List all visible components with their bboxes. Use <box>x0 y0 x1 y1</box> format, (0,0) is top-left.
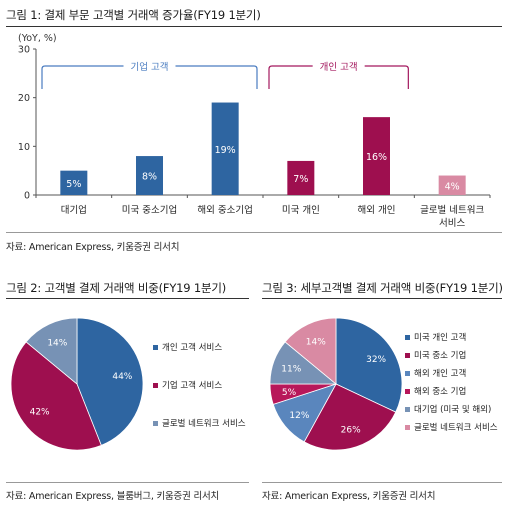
figure3-title-rule <box>262 298 502 299</box>
x-tick-label: 서비스 <box>439 218 465 229</box>
bar <box>287 160 315 195</box>
x-tick-label: 해외 중소기업 <box>197 204 252 216</box>
legend-swatch <box>153 421 158 426</box>
legend-label: 글로벌 네트워크 서비스 <box>162 418 246 429</box>
group-label: 개인 고객 <box>320 62 358 73</box>
legend-label: 글로벌 네트워크 서비스 <box>414 422 498 433</box>
figure3-title: 그림 3: 세부고객별 결제 거래액 비중(FY19 1분기) <box>262 281 503 295</box>
legend-swatch <box>405 389 410 394</box>
pie-data-label: 14% <box>306 338 326 348</box>
legend-label: 개인 고객 서비스 <box>162 342 222 353</box>
legend-label: 미국 중소 기업 <box>414 351 466 361</box>
figure3-source-rule <box>262 482 502 483</box>
bar-data-label: 8% <box>142 172 157 183</box>
legend-label: 해외 중소 기업 <box>414 386 466 397</box>
x-tick-label: 미국 중소기업 <box>122 204 177 216</box>
legend-swatch <box>405 353 410 358</box>
y-axis-label: (YoY, %) <box>18 33 57 44</box>
legend-swatch <box>405 425 410 430</box>
pie-data-label: 14% <box>47 339 67 349</box>
x-tick-label: 미국 개인 <box>282 205 320 216</box>
pie-data-label: 11% <box>281 364 301 374</box>
figure2-source-rule <box>6 482 249 483</box>
y-tick-label: 0 <box>24 191 30 202</box>
legend-swatch <box>405 407 410 412</box>
legend-label: 미국 개인 고객 <box>414 332 466 343</box>
figure2-title: 그림 2: 고객별 결제 거래액 비중(FY19 1분기) <box>6 281 227 295</box>
pie-slice <box>76 317 144 446</box>
y-tick-label: 20 <box>18 93 30 104</box>
bar-data-label: 7% <box>293 174 308 185</box>
group-label-bg <box>312 60 365 74</box>
figure1-title-rule <box>6 26 502 27</box>
pie-data-label: 44% <box>112 372 132 382</box>
bar <box>438 175 466 195</box>
legend-swatch <box>405 335 410 340</box>
figure2-source: 자료: American Express, 블룸버그, 키움증권 리서치 <box>6 491 220 502</box>
bar <box>363 117 390 195</box>
pie-data-label: 5% <box>282 388 297 398</box>
y-tick-label: 30 <box>18 45 30 56</box>
figure1-bar-chart: (YoY, %) 0 10 20 30 5% 대기업 8% 미국 중소기업 19% 해외 중소기업 7… <box>18 33 491 229</box>
figure2-title-rule <box>6 298 249 299</box>
pie-data-label: 32% <box>366 355 386 365</box>
bar <box>60 170 88 195</box>
x-tick-label: 대기업 <box>61 204 87 216</box>
bar-data-label: 19% <box>215 145 236 156</box>
legend-label: 대기업 (미국 및 해외) <box>414 404 491 415</box>
pie-data-label: 26% <box>341 426 361 436</box>
bar-data-label: 5% <box>66 179 81 190</box>
figure1-title: 그림 1: 결제 부문 고객별 거래액 증가율(FY19 1분기) <box>6 8 261 22</box>
bar-data-label: 4% <box>445 181 460 192</box>
pie-slice <box>25 317 78 385</box>
group-label: 기업 고객 <box>131 61 169 73</box>
x-tick-label: 해외 개인 <box>358 204 396 216</box>
pie-data-label: 42% <box>30 408 50 418</box>
pie-slice <box>335 317 403 413</box>
legend-swatch <box>153 345 158 350</box>
pie-data-label: 12% <box>289 411 309 421</box>
bar-data-label: 16% <box>366 152 387 163</box>
bar <box>211 102 239 195</box>
x-tick-label: 글로벌 네트워크 <box>420 205 484 216</box>
pie-slice <box>284 317 337 385</box>
group-label-bg <box>123 60 176 74</box>
legend-label: 해외 개인 고객 <box>414 368 466 379</box>
y-tick-label: 10 <box>18 142 30 153</box>
figure1-source-rule <box>6 232 502 233</box>
figure3-source: 자료: American Express, 키움증권 리서치 <box>262 491 436 502</box>
figure1-source: 자료: American Express, 키움증권 리서치 <box>6 242 180 253</box>
pie-slice <box>10 341 102 451</box>
legend-swatch <box>153 383 158 388</box>
legend-label: 기업 고객 서비스 <box>162 380 222 391</box>
bar <box>136 156 163 195</box>
legend-swatch <box>405 371 410 376</box>
